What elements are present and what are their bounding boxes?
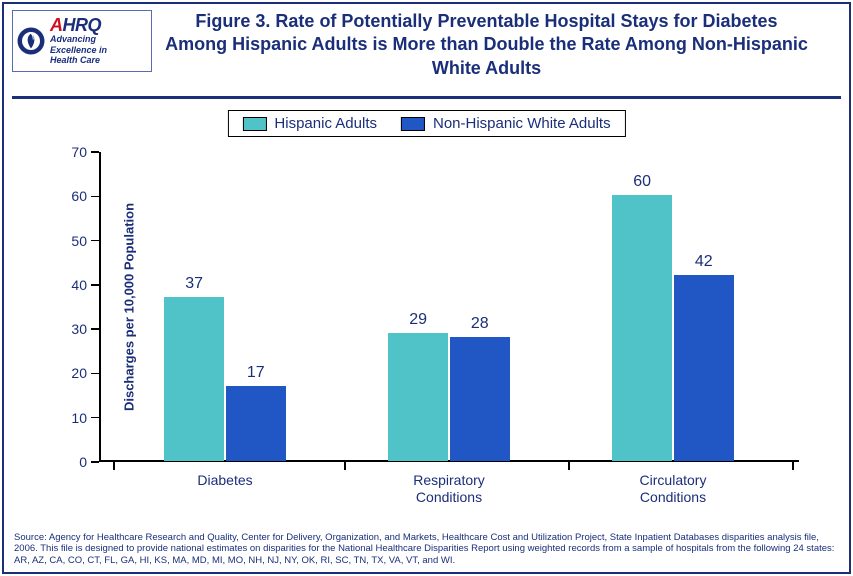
- bar-value-label: 42: [674, 253, 734, 271]
- bar: 29: [388, 333, 448, 461]
- bar: 28: [450, 337, 510, 461]
- category-label: Diabetes: [197, 472, 252, 489]
- bar: 60: [612, 195, 672, 461]
- logo-rest: HRQ: [63, 15, 102, 35]
- legend-item-1: Non-Hispanic White Adults: [401, 115, 611, 132]
- y-tick: [91, 417, 99, 419]
- y-tick-label: 10: [59, 410, 87, 426]
- chart-area: Hispanic Adults Non-Hispanic White Adults…: [4, 104, 849, 522]
- y-tick-label: 20: [59, 365, 87, 381]
- bar-value-label: 29: [388, 311, 448, 329]
- y-tick: [91, 151, 99, 153]
- legend-item-0: Hispanic Adults: [242, 115, 377, 132]
- logo-tagline-3: Health Care: [50, 56, 148, 65]
- y-tick-label: 40: [59, 277, 87, 293]
- x-tick: [113, 462, 115, 470]
- logo-tagline-2: Excellence in: [50, 46, 148, 55]
- y-tick: [91, 284, 99, 286]
- y-tick: [91, 461, 99, 463]
- y-tick: [91, 196, 99, 198]
- category-label: Circulatory Conditions: [640, 472, 707, 506]
- header: AHRQ Advancing Excellence in Health Care…: [4, 4, 849, 94]
- y-tick-label: 50: [59, 233, 87, 249]
- bar: 42: [674, 275, 734, 461]
- ahrq-logo: AHRQ Advancing Excellence in Health Care: [12, 10, 152, 72]
- x-tick: [792, 462, 794, 470]
- y-tick-label: 0: [59, 454, 87, 470]
- legend-label: Non-Hispanic White Adults: [433, 115, 611, 132]
- header-divider: [12, 96, 841, 99]
- bars-layer: 371729286042: [99, 152, 799, 462]
- logo-text: AHRQ Advancing Excellence in Health Care: [50, 16, 148, 65]
- figure-frame: AHRQ Advancing Excellence in Health Care…: [2, 2, 851, 574]
- logo-brand: AHRQ: [50, 16, 148, 34]
- hhs-seal-icon: [16, 26, 46, 56]
- logo-tagline-1: Advancing: [50, 35, 148, 44]
- x-tick: [344, 462, 346, 470]
- y-tick: [91, 240, 99, 242]
- legend-swatch: [242, 117, 266, 131]
- figure-title: Figure 3. Rate of Potentially Preventabl…: [164, 10, 809, 80]
- y-tick-label: 60: [59, 188, 87, 204]
- bar: 17: [226, 386, 286, 461]
- y-tick: [91, 373, 99, 375]
- x-tick: [568, 462, 570, 470]
- bar-value-label: 37: [164, 275, 224, 293]
- y-tick: [91, 328, 99, 330]
- legend-label: Hispanic Adults: [274, 115, 377, 132]
- source-note: Source: Agency for Healthcare Research a…: [14, 532, 839, 566]
- y-tick-label: 30: [59, 321, 87, 337]
- y-tick-label: 70: [59, 144, 87, 160]
- bar-value-label: 17: [226, 364, 286, 382]
- bar: 37: [164, 297, 224, 461]
- logo-a: A: [50, 15, 63, 35]
- bar-value-label: 60: [612, 173, 672, 191]
- legend: Hispanic Adults Non-Hispanic White Adults: [227, 110, 625, 137]
- plot: Discharges per 10,000 Population 3717292…: [99, 152, 799, 462]
- bar-value-label: 28: [450, 315, 510, 333]
- legend-swatch: [401, 117, 425, 131]
- category-label: Respiratory Conditions: [413, 472, 485, 506]
